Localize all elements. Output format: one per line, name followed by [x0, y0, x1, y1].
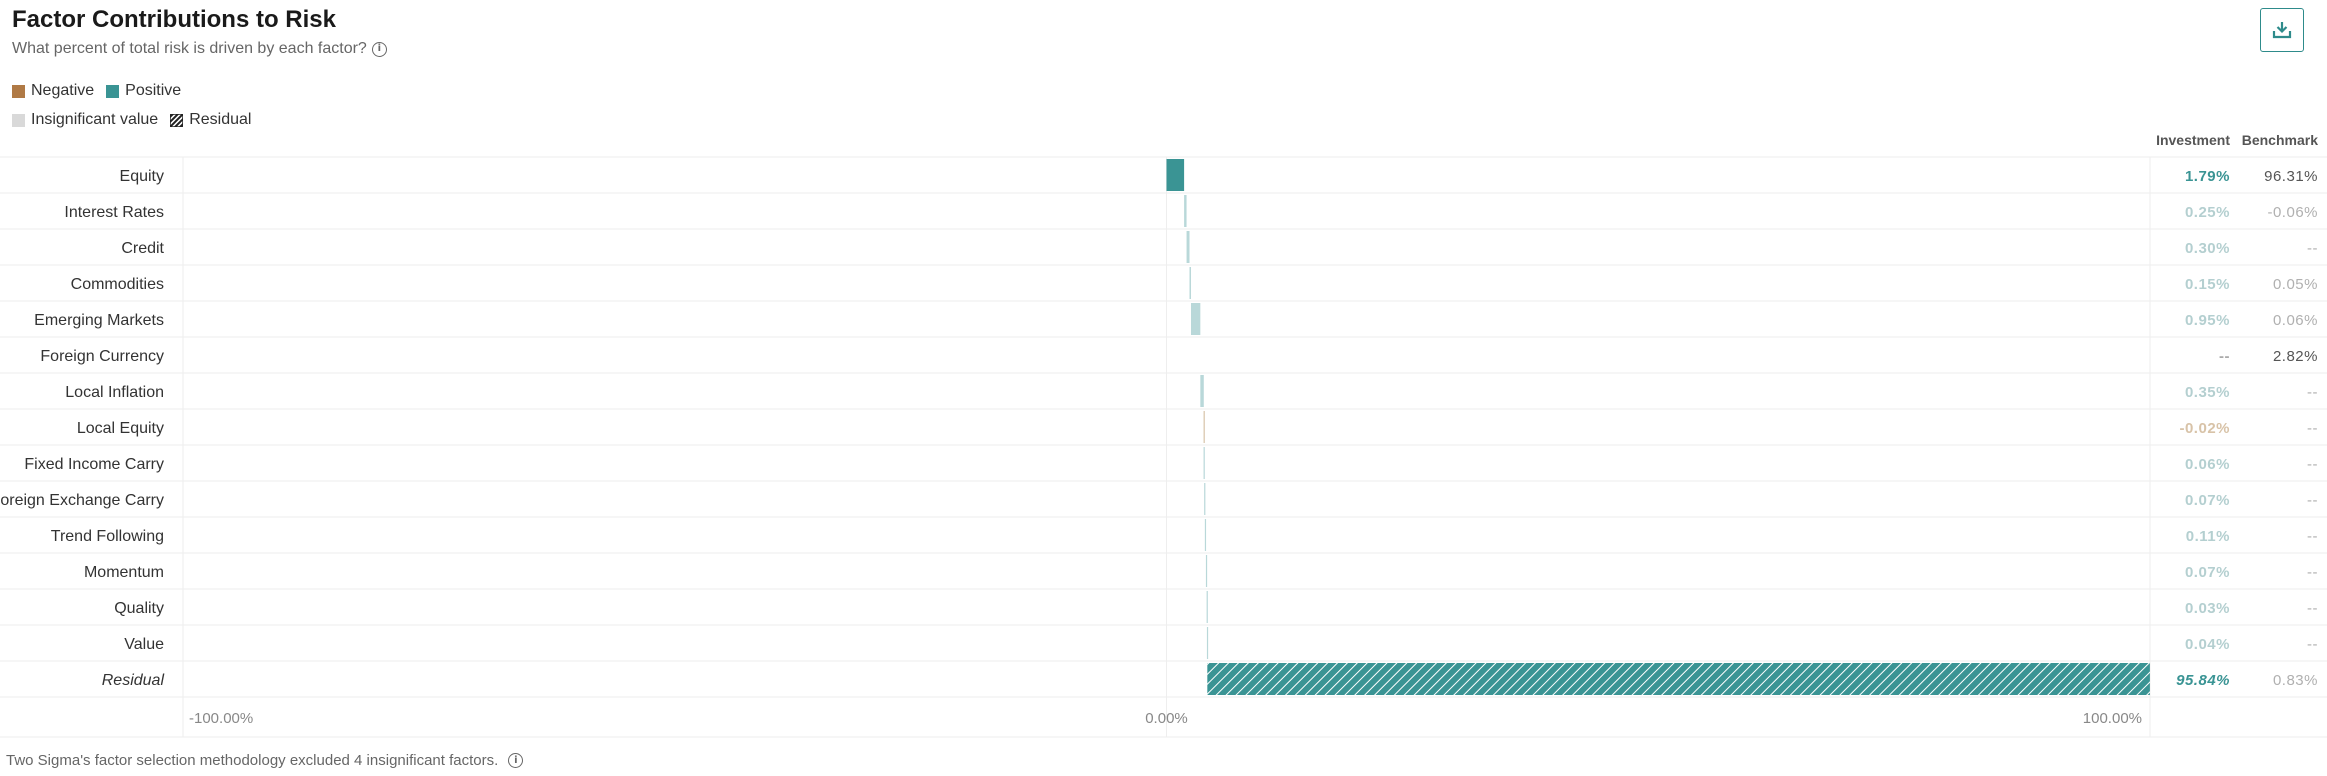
x-tick-label: 0.00%	[1145, 710, 1188, 727]
bar-local-inflation	[1200, 375, 1204, 407]
bar-commodities	[1189, 267, 1191, 299]
category-label: Local Equity	[77, 420, 164, 437]
benchmark-value: --	[2307, 456, 2318, 473]
footnote-info-icon[interactable]: i	[508, 753, 524, 768]
info-circle-icon[interactable]: i	[371, 41, 387, 57]
benchmark-value: --	[2307, 528, 2318, 545]
investment-value: 0.15%	[2185, 276, 2230, 293]
category-label: Foreign Exchange Carry	[0, 492, 164, 509]
investment-value: 0.03%	[2185, 600, 2230, 617]
legend-swatch-insignificant	[12, 113, 25, 127]
legend-label-insignificant: Insignificant value	[31, 111, 159, 128]
category-label: Trend Following	[51, 528, 164, 545]
column-header-benchmark: Benchmark	[2242, 132, 2318, 148]
legend-item-positive[interactable]: Positive	[106, 82, 181, 100]
legend-swatch-residual	[170, 113, 184, 127]
legend-row-1: Negative Positive	[12, 82, 181, 100]
category-label: Residual	[102, 672, 165, 689]
category-label: Credit	[121, 240, 164, 257]
category-label: Fixed Income Carry	[24, 456, 164, 473]
subtitle-row: What percent of total risk is driven by …	[12, 40, 387, 58]
benchmark-value: 2.82%	[2273, 348, 2318, 365]
benchmark-value: --	[2307, 492, 2318, 509]
benchmark-value: 0.05%	[2273, 276, 2318, 293]
benchmark-value: 0.83%	[2273, 672, 2318, 689]
bar-quality	[1206, 591, 1208, 623]
bar-local-equity	[1203, 411, 1205, 443]
bar-residual	[1207, 663, 2150, 695]
benchmark-value: --	[2307, 600, 2318, 617]
download-icon	[2272, 22, 2292, 39]
benchmark-value: -0.06%	[2267, 204, 2318, 221]
bar-fixed-income-carry	[1203, 447, 1205, 479]
category-label: Interest Rates	[64, 204, 164, 221]
footnote-row: Two Sigma's factor selection methodology…	[6, 752, 524, 769]
benchmark-value: 96.31%	[2264, 168, 2318, 185]
chart-title: Factor Contributions to Risk	[12, 6, 336, 33]
category-label: Local Inflation	[65, 384, 164, 401]
category-label: Emerging Markets	[34, 312, 164, 329]
legend-item-insignificant[interactable]: Insignificant value	[12, 111, 158, 129]
benchmark-value: --	[2307, 564, 2318, 581]
benchmark-value: --	[2307, 384, 2318, 401]
bar-value	[1206, 627, 1209, 659]
legend-row-2: Insignificant value Residual	[12, 111, 251, 129]
category-label: Equity	[120, 168, 164, 185]
investment-value: 0.07%	[2185, 492, 2230, 509]
legend-item-negative[interactable]: Negative	[12, 82, 94, 100]
bar-foreign-exchange-carry	[1204, 483, 1206, 515]
benchmark-value: --	[2307, 636, 2318, 653]
bar-equity	[1166, 159, 1185, 191]
investment-value: 1.79%	[2185, 168, 2230, 185]
x-tick-label: -100.00%	[189, 710, 253, 727]
column-header-investment: Investment	[2156, 132, 2230, 148]
chart-subtitle: What percent of total risk is driven by …	[12, 40, 367, 57]
benchmark-value: 0.06%	[2273, 312, 2318, 329]
category-label: Value	[124, 636, 164, 653]
bar-interest-rates	[1184, 195, 1187, 227]
investment-value: 95.84%	[2176, 672, 2230, 689]
footnote-text: Two Sigma's factor selection methodology…	[6, 752, 499, 769]
download-button[interactable]	[2260, 8, 2304, 52]
legend-label-residual: Residual	[189, 111, 252, 128]
legend-label-positive: Positive	[125, 82, 182, 99]
bar-emerging-markets	[1190, 303, 1201, 335]
investment-value: 0.30%	[2185, 240, 2230, 257]
investment-value: 0.25%	[2185, 204, 2230, 221]
investment-value: --	[2219, 348, 2230, 365]
legend-item-residual[interactable]: Residual	[170, 111, 251, 129]
investment-value: 0.35%	[2185, 384, 2230, 401]
x-tick-label: 100.00%	[2083, 710, 2142, 727]
investment-value: -0.02%	[2179, 420, 2230, 437]
legend-label-negative: Negative	[31, 82, 95, 99]
category-label: Quality	[114, 600, 164, 617]
investment-value: 0.11%	[2186, 528, 2230, 545]
investment-value: 0.04%	[2185, 636, 2230, 653]
legend-swatch-negative	[12, 84, 25, 98]
category-label: Momentum	[84, 564, 164, 581]
bar-credit	[1186, 231, 1190, 263]
benchmark-value: --	[2307, 420, 2318, 437]
investment-value: 0.95%	[2185, 312, 2230, 329]
investment-value: 0.06%	[2185, 456, 2230, 473]
bar-trend-following	[1204, 519, 1207, 551]
category-label: Foreign Currency	[40, 348, 164, 365]
category-label: Commodities	[71, 276, 164, 293]
bar-momentum	[1205, 555, 1208, 587]
legend-swatch-positive	[106, 84, 120, 98]
benchmark-value: --	[2307, 240, 2318, 257]
investment-value: 0.07%	[2185, 564, 2230, 581]
